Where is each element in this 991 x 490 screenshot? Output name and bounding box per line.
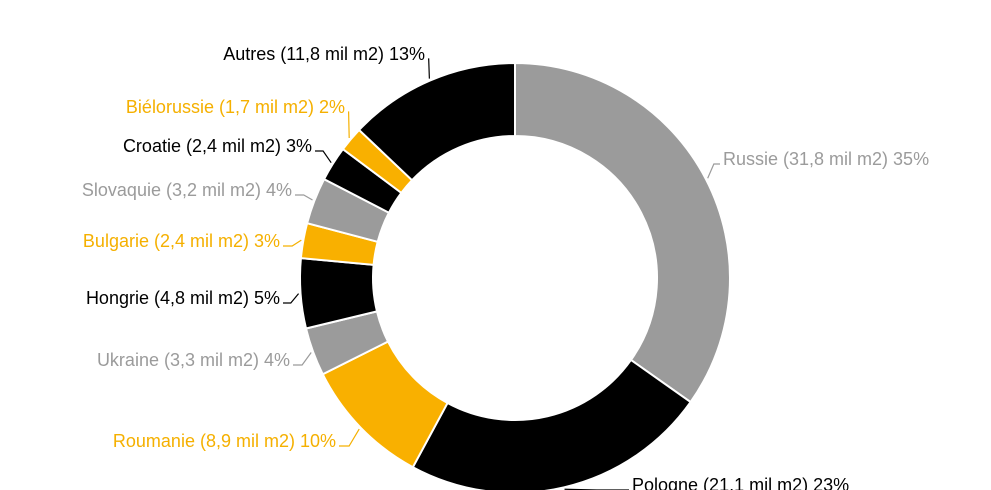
slice-label: Biélorussie (1,7 mil m2) 2% (126, 97, 345, 117)
leader-line (315, 150, 332, 164)
leader-line (293, 352, 312, 366)
leader-line (283, 239, 302, 247)
slice-label: Croatie (2,4 mil m2) 3% (123, 136, 312, 156)
leader-line (339, 428, 360, 447)
slice (357, 61, 516, 182)
slice-label: Roumanie (8,9 mil m2) 10% (113, 431, 336, 451)
slice-label: Slovaquie (3,2 mil m2) 4% (82, 180, 292, 200)
slice-label: Ukraine (3,3 mil m2) 4% (97, 350, 290, 370)
leader-line (347, 111, 350, 139)
slice (411, 358, 692, 490)
slice (514, 61, 731, 404)
leader-line (295, 194, 313, 201)
leader-line (707, 163, 720, 179)
leader-line (428, 58, 430, 79)
slice-label: Russie (31,8 mil m2) 35% (723, 149, 929, 169)
leader-line (283, 293, 300, 304)
slice-label: Bulgarie (2,4 mil m2) 3% (83, 231, 280, 251)
slice-label: Hongrie (4,8 mil m2) 5% (86, 288, 280, 308)
slice-label: Pologne (21,1 mil m2) 23% (632, 475, 849, 490)
slice-label: Autres (11,8 mil m2) 13% (223, 44, 425, 64)
